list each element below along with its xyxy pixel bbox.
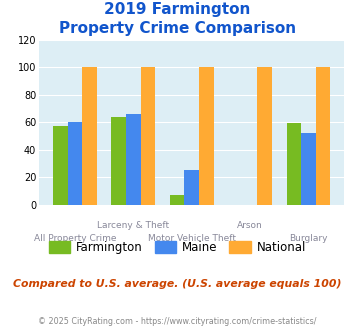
Bar — [126, 114, 141, 205]
Bar — [184, 170, 199, 205]
Text: Burglary: Burglary — [289, 234, 328, 243]
Bar — [111, 116, 126, 205]
Bar — [67, 122, 82, 205]
Bar — [53, 126, 67, 205]
Legend: Farmington, Maine, National: Farmington, Maine, National — [44, 236, 311, 259]
Bar — [141, 67, 155, 205]
Bar — [82, 67, 97, 205]
Text: Arson: Arson — [237, 221, 263, 230]
Bar — [257, 67, 272, 205]
Text: Compared to U.S. average. (U.S. average equals 100): Compared to U.S. average. (U.S. average … — [13, 279, 342, 289]
Text: Larceny & Theft: Larceny & Theft — [97, 221, 169, 230]
Bar — [199, 67, 214, 205]
Bar — [301, 133, 316, 205]
Bar — [170, 195, 184, 205]
Text: Motor Vehicle Theft: Motor Vehicle Theft — [148, 234, 236, 243]
Text: © 2025 CityRating.com - https://www.cityrating.com/crime-statistics/: © 2025 CityRating.com - https://www.city… — [38, 317, 317, 326]
Text: All Property Crime: All Property Crime — [34, 234, 116, 243]
Text: 2019 Farmington: 2019 Farmington — [104, 2, 251, 16]
Bar — [316, 67, 331, 205]
Bar — [286, 123, 301, 205]
Text: Property Crime Comparison: Property Crime Comparison — [59, 21, 296, 36]
